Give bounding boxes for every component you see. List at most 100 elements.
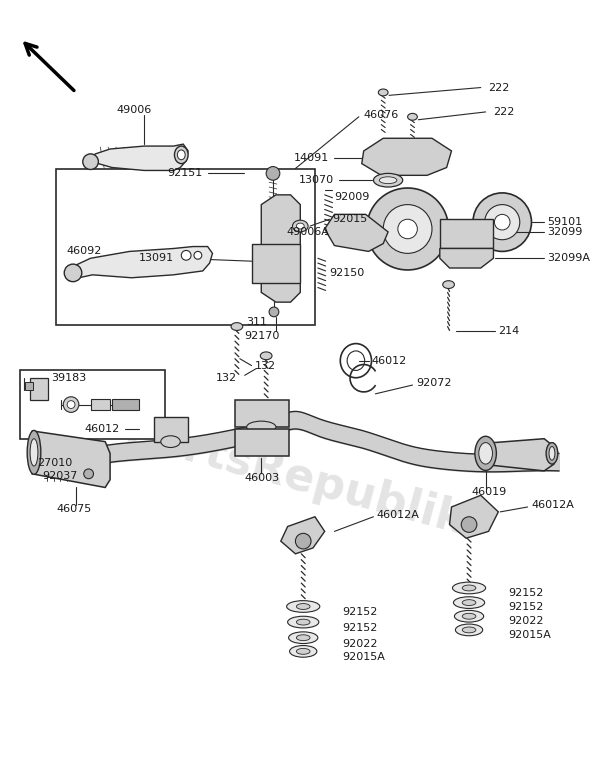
Text: 46076: 46076 (364, 110, 399, 120)
Polygon shape (66, 246, 212, 281)
Circle shape (367, 188, 449, 270)
Ellipse shape (454, 611, 484, 622)
Text: 92072: 92072 (416, 378, 452, 388)
Text: 13070: 13070 (299, 175, 334, 185)
Polygon shape (281, 517, 325, 554)
Ellipse shape (479, 443, 493, 464)
Text: 46012: 46012 (371, 356, 407, 366)
Text: 46012A: 46012A (376, 510, 419, 520)
Bar (56, 168, 315, 325)
Ellipse shape (373, 174, 403, 187)
Ellipse shape (296, 619, 310, 625)
Text: 46075: 46075 (56, 504, 92, 514)
Bar (235, 429, 289, 456)
Text: 49006: 49006 (117, 105, 152, 115)
Text: 92009: 92009 (334, 191, 370, 202)
Ellipse shape (290, 646, 317, 657)
Ellipse shape (296, 635, 310, 641)
Text: 92022: 92022 (508, 616, 544, 626)
Polygon shape (449, 495, 499, 538)
Circle shape (295, 533, 311, 549)
Text: 132: 132 (216, 374, 237, 383)
Polygon shape (440, 249, 493, 268)
Circle shape (64, 264, 82, 281)
Polygon shape (86, 144, 188, 170)
Ellipse shape (175, 146, 188, 164)
Text: 32099A: 32099A (547, 253, 590, 264)
Circle shape (83, 154, 98, 170)
Ellipse shape (247, 421, 276, 433)
Text: 92015: 92015 (332, 214, 368, 224)
Text: 92015A: 92015A (342, 653, 385, 662)
Bar (112, 398, 139, 411)
Ellipse shape (379, 89, 388, 96)
Bar (154, 417, 188, 442)
Bar (20, 370, 165, 439)
Ellipse shape (260, 352, 272, 360)
Ellipse shape (292, 220, 308, 232)
Ellipse shape (296, 649, 310, 654)
Ellipse shape (549, 446, 555, 460)
Bar (440, 219, 493, 249)
Circle shape (485, 205, 520, 239)
Text: 92015A: 92015A (508, 630, 551, 640)
Circle shape (194, 251, 202, 259)
Text: 214: 214 (499, 326, 520, 336)
Text: 92152: 92152 (508, 587, 544, 598)
Ellipse shape (462, 585, 476, 591)
Circle shape (461, 517, 477, 532)
Bar (251, 243, 300, 283)
Text: 92150: 92150 (329, 268, 365, 278)
Ellipse shape (178, 150, 185, 160)
Circle shape (398, 219, 418, 239)
Polygon shape (325, 215, 388, 251)
Ellipse shape (287, 616, 319, 628)
Ellipse shape (161, 436, 181, 447)
Ellipse shape (296, 604, 310, 609)
Circle shape (181, 250, 191, 260)
Text: 46003: 46003 (245, 473, 280, 483)
Text: 46019: 46019 (471, 487, 506, 498)
Polygon shape (362, 138, 451, 175)
Bar (25, 382, 33, 390)
Ellipse shape (546, 443, 558, 464)
Text: 92152: 92152 (342, 608, 377, 618)
Text: 92170: 92170 (245, 331, 280, 341)
Text: 59101: 59101 (547, 217, 582, 227)
Text: 39183: 39183 (52, 374, 87, 383)
Text: 311: 311 (246, 317, 267, 326)
Text: 92037: 92037 (42, 470, 77, 480)
Text: 92151: 92151 (167, 168, 203, 178)
Ellipse shape (27, 430, 41, 474)
Circle shape (473, 193, 532, 251)
Text: 13091: 13091 (139, 253, 173, 264)
Text: PartsRepublik: PartsRepublik (120, 412, 470, 544)
Polygon shape (32, 431, 110, 487)
Bar (235, 400, 289, 427)
Circle shape (67, 401, 75, 408)
Ellipse shape (462, 613, 476, 619)
Text: 14091: 14091 (295, 153, 329, 163)
Ellipse shape (452, 582, 485, 594)
Ellipse shape (475, 436, 496, 470)
Ellipse shape (287, 601, 320, 612)
Ellipse shape (462, 627, 476, 633)
Text: 49006A: 49006A (287, 227, 329, 237)
Ellipse shape (462, 600, 476, 605)
Ellipse shape (289, 632, 318, 643)
Bar (91, 398, 110, 411)
Circle shape (63, 397, 79, 412)
Ellipse shape (30, 439, 38, 466)
Text: 92022: 92022 (342, 639, 378, 649)
Circle shape (383, 205, 432, 253)
Ellipse shape (455, 624, 483, 635)
Text: 132: 132 (254, 360, 275, 370)
Text: 46012A: 46012A (532, 500, 574, 510)
Ellipse shape (407, 113, 418, 120)
Circle shape (84, 469, 94, 479)
Ellipse shape (454, 597, 485, 608)
Polygon shape (481, 439, 554, 471)
Text: 222: 222 (488, 83, 510, 92)
Ellipse shape (296, 223, 304, 229)
Bar (30, 378, 47, 400)
